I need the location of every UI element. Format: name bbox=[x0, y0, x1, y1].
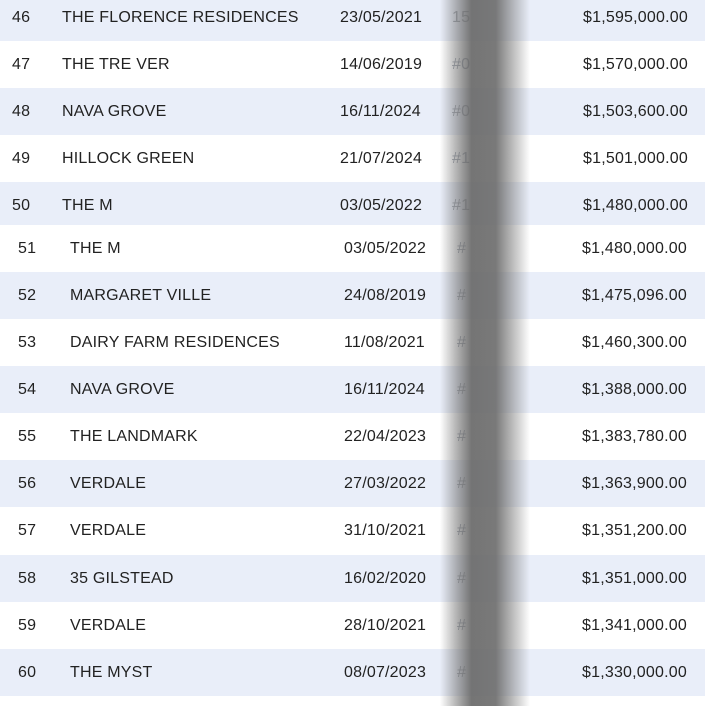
price: $1,383,780.00 bbox=[582, 428, 687, 445]
unit-number: # bbox=[457, 240, 467, 257]
transaction-date: 22/04/2023 bbox=[344, 428, 427, 445]
unit-number: # bbox=[457, 475, 467, 492]
table-row[interactable]: 54 NAVA GROVE 16/11/2024 # $1,388,000.00 bbox=[0, 366, 705, 413]
unit-number: #1 bbox=[452, 150, 471, 167]
unit-number: #0 bbox=[452, 103, 471, 120]
row-number: 59 bbox=[18, 617, 37, 634]
row-number: 57 bbox=[18, 522, 37, 539]
price: $1,570,000.00 bbox=[583, 56, 688, 73]
table-row[interactable]: 53 DAIRY FARM RESIDENCES 11/08/2021 # $1… bbox=[0, 319, 715, 366]
price: $1,351,200.00 bbox=[582, 522, 687, 539]
unit-number: # bbox=[457, 428, 467, 445]
row-number: 58 bbox=[18, 570, 37, 587]
price: $1,595,000.00 bbox=[583, 9, 688, 26]
transaction-date: 24/08/2019 bbox=[344, 287, 427, 304]
transaction-date: 23/05/2021 bbox=[340, 9, 423, 26]
row-number: 48 bbox=[12, 103, 31, 120]
transaction-date: 28/10/2021 bbox=[344, 617, 427, 634]
unit-number: #1 bbox=[452, 197, 471, 214]
project-name: DAIRY FARM RESIDENCES bbox=[70, 334, 280, 351]
row-number: 54 bbox=[18, 381, 37, 398]
project-name: NAVA GROVE bbox=[70, 381, 175, 398]
table-row[interactable]: 49 HILLOCK GREEN 21/07/2024 #1 $1,501,00… bbox=[0, 135, 705, 182]
row-number: 50 bbox=[12, 197, 31, 214]
transaction-date: 16/02/2020 bbox=[344, 570, 427, 587]
price: $1,480,000.00 bbox=[583, 197, 688, 214]
unit-number: # bbox=[457, 381, 467, 398]
table-row[interactable]: 57 VERDALE 31/10/2021 # $1,351,200.00 bbox=[0, 507, 715, 554]
table-row[interactable]: 50 THE M 03/05/2022 #1 $1,480,000.00 bbox=[0, 182, 705, 229]
project-name: THE MYST bbox=[70, 664, 153, 681]
price: $1,460,300.00 bbox=[582, 334, 687, 351]
table-row[interactable]: 59 VERDALE 28/10/2021 # $1,341,000.00 bbox=[0, 602, 715, 649]
row-number: 55 bbox=[18, 428, 37, 445]
table-row[interactable]: 51 THE M 03/05/2022 # $1,480,000.00 bbox=[0, 225, 715, 272]
table-row[interactable]: 46 THE FLORENCE RESIDENCES 23/05/2021 15… bbox=[0, 0, 705, 41]
transaction-date: 08/07/2023 bbox=[344, 664, 427, 681]
project-name: THE M bbox=[70, 240, 121, 257]
row-number: 47 bbox=[12, 56, 31, 73]
unit-number: # bbox=[457, 522, 467, 539]
transaction-date: 31/10/2021 bbox=[344, 522, 427, 539]
table-row[interactable]: 48 NAVA GROVE 16/11/2024 #0 $1,503,600.0… bbox=[0, 88, 705, 135]
project-name: VERDALE bbox=[70, 617, 147, 634]
unit-number: #0 bbox=[452, 56, 471, 73]
table-row[interactable]: 47 THE TRE VER 14/06/2019 #0 $1,570,000.… bbox=[0, 41, 705, 88]
price: $1,351,000.00 bbox=[582, 570, 687, 587]
price: $1,480,000.00 bbox=[582, 240, 687, 257]
table-row[interactable]: 58 35 GILSTEAD 16/02/2020 # $1,351,000.0… bbox=[0, 555, 705, 602]
row-number: 46 bbox=[12, 9, 31, 26]
price: $1,388,000.00 bbox=[582, 381, 687, 398]
transaction-date: 03/05/2022 bbox=[344, 240, 427, 257]
unit-number: # bbox=[457, 617, 467, 634]
transaction-date: 21/07/2024 bbox=[340, 150, 423, 167]
project-name: THE TRE VER bbox=[62, 56, 170, 73]
table-row[interactable]: 60 THE MYST 08/07/2023 # $1,330,000.00 bbox=[0, 649, 705, 696]
transaction-date: 16/11/2024 bbox=[340, 103, 421, 120]
unit-number: # bbox=[457, 664, 467, 681]
table-row[interactable]: 52 MARGARET VILLE 24/08/2019 # $1,475,09… bbox=[0, 272, 705, 319]
row-number: 52 bbox=[18, 287, 37, 304]
unit-number: 15 bbox=[452, 9, 471, 26]
transaction-date: 16/11/2024 bbox=[344, 381, 425, 398]
project-name: THE M bbox=[62, 197, 113, 214]
price: $1,363,900.00 bbox=[582, 475, 687, 492]
project-name: THE LANDMARK bbox=[70, 428, 198, 445]
table-row[interactable]: 55 THE LANDMARK 22/04/2023 # $1,383,780.… bbox=[0, 413, 715, 460]
transaction-date: 03/05/2022 bbox=[340, 197, 423, 214]
row-number: 60 bbox=[18, 664, 37, 681]
transaction-date: 14/06/2019 bbox=[340, 56, 423, 73]
unit-number: # bbox=[457, 570, 467, 587]
row-number: 56 bbox=[18, 475, 37, 492]
price: $1,341,000.00 bbox=[582, 617, 687, 634]
row-number: 53 bbox=[18, 334, 37, 351]
project-name: HILLOCK GREEN bbox=[62, 150, 195, 167]
project-name: VERDALE bbox=[70, 475, 147, 492]
project-name: NAVA GROVE bbox=[62, 103, 167, 120]
row-number: 51 bbox=[18, 240, 37, 257]
unit-number: # bbox=[457, 287, 467, 304]
table-row[interactable]: 56 VERDALE 27/03/2022 # $1,363,900.00 bbox=[0, 460, 705, 507]
transaction-date: 11/08/2021 bbox=[344, 334, 425, 351]
price: $1,475,096.00 bbox=[582, 287, 687, 304]
price: $1,330,000.00 bbox=[582, 664, 687, 681]
project-name: MARGARET VILLE bbox=[70, 287, 212, 304]
unit-number: # bbox=[457, 334, 467, 351]
price: $1,503,600.00 bbox=[583, 103, 688, 120]
project-name: 35 GILSTEAD bbox=[70, 570, 174, 587]
price: $1,501,000.00 bbox=[583, 150, 688, 167]
row-number: 49 bbox=[12, 150, 31, 167]
transaction-date: 27/03/2022 bbox=[344, 475, 427, 492]
project-name: THE FLORENCE RESIDENCES bbox=[62, 9, 299, 26]
project-name: VERDALE bbox=[70, 522, 147, 539]
